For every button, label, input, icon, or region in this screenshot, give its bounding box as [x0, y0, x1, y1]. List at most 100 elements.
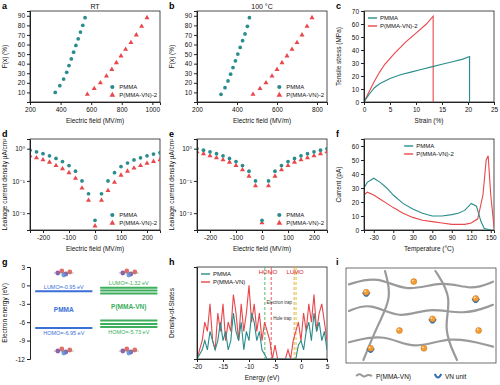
point	[279, 60, 284, 64]
tick: 5	[389, 102, 393, 113]
legend: PMMAP(MMA-VN)-2	[404, 143, 454, 157]
point	[202, 148, 206, 152]
tick-label: 100	[116, 234, 127, 241]
orbital-lobe	[132, 348, 137, 353]
legend-swatch	[404, 153, 413, 154]
axis-line	[27, 268, 31, 360]
ion	[363, 289, 369, 295]
y-axis: 010203040506070	[352, 8, 365, 106]
x-axis-title: Energy (eV)	[245, 374, 280, 382]
tick-mark	[95, 230, 96, 233]
point	[280, 164, 284, 168]
point	[98, 80, 103, 84]
tick: 120	[466, 230, 477, 241]
tick: -6	[19, 319, 30, 326]
tick-label: -6	[19, 319, 25, 326]
tick: 90	[185, 12, 197, 19]
tick-label: 20	[352, 199, 360, 206]
tick-label: 50	[352, 157, 360, 164]
y-axis: 0102030405060	[352, 140, 365, 234]
tick: 80	[18, 22, 30, 29]
point	[74, 169, 78, 173]
tick-mark	[27, 35, 30, 36]
tick-mark	[301, 359, 302, 362]
tick: 30	[185, 70, 197, 77]
tick: 20	[352, 199, 364, 206]
orbital-lobe	[132, 270, 137, 275]
legend-swatch	[368, 25, 377, 26]
tick-mark	[91, 102, 92, 105]
point	[76, 37, 80, 41]
tick: 0	[300, 359, 304, 370]
ion	[411, 279, 417, 285]
point	[58, 84, 62, 88]
energy-level	[100, 292, 157, 294]
tick: 20	[18, 79, 30, 86]
tick: 5	[326, 359, 330, 370]
point	[60, 166, 65, 170]
tick-label: 600	[86, 106, 97, 113]
point	[236, 52, 240, 56]
tick: 0	[94, 230, 98, 241]
legend-swatch	[276, 220, 282, 225]
tick-mark	[194, 54, 197, 55]
x-axis-title: Electric field (MV/m)	[233, 245, 291, 253]
tick-label: 150	[486, 234, 497, 241]
legend: PMMAP(MMA-VN)-2	[276, 84, 324, 98]
tick: 10⁰	[182, 145, 197, 152]
ion	[368, 345, 374, 351]
tick: -30	[370, 230, 380, 241]
legend-label: P(MMA-VN)-2	[380, 23, 418, 29]
tick-label: 100	[283, 234, 294, 241]
point	[131, 165, 136, 169]
tick-mark	[27, 54, 30, 55]
tick: -100	[230, 230, 243, 241]
plot-area	[53, 15, 149, 96]
tick-mark	[361, 24, 364, 25]
lumo-label: LUMO=-0.95 eV	[44, 284, 84, 290]
point	[257, 86, 262, 90]
x-axis: 0510152025	[363, 102, 499, 113]
point	[208, 150, 212, 154]
tick-mark	[194, 181, 197, 182]
tick-mark	[27, 73, 30, 74]
legend-label: PMMA	[119, 212, 137, 218]
tick-mark	[327, 359, 328, 362]
panel-label: f	[336, 129, 340, 139]
plot-area	[364, 16, 470, 102]
tick-label: 60	[185, 41, 193, 48]
point	[92, 86, 97, 90]
axis-line	[194, 12, 198, 103]
tick: 30	[352, 60, 364, 67]
y-axis: 102030405060708090	[185, 12, 198, 103]
legend-swatch	[110, 85, 114, 89]
point	[92, 223, 97, 227]
point	[128, 40, 133, 44]
x-axis: -300306090120150	[365, 230, 498, 241]
series-line	[197, 313, 327, 359]
tick: 10⁰	[15, 145, 30, 152]
legend-label: P(MMA-VN)-2	[416, 151, 454, 157]
tick-label: 0	[392, 234, 396, 241]
tick: 600	[272, 102, 283, 113]
point	[229, 72, 233, 76]
plot-frame	[364, 139, 494, 230]
point	[246, 24, 250, 28]
tick-mark	[27, 92, 30, 93]
y-axis-title: Leakage current density µA/cm²	[168, 138, 176, 231]
tick-label: 120	[466, 234, 477, 241]
tick-mark	[194, 92, 197, 93]
point	[132, 158, 136, 162]
tick: 10	[18, 89, 30, 96]
axis-line	[194, 268, 198, 360]
tick-mark	[361, 202, 364, 203]
tick-mark	[361, 160, 364, 161]
tick-label: 50	[185, 51, 193, 58]
x-axis: 2004006008001000	[25, 102, 160, 113]
point	[266, 183, 271, 187]
legend-label: PMMA	[380, 15, 398, 21]
tick-mark	[361, 188, 364, 189]
point	[119, 165, 123, 169]
tick: 10	[185, 89, 197, 96]
tick-label: 30	[352, 185, 360, 192]
